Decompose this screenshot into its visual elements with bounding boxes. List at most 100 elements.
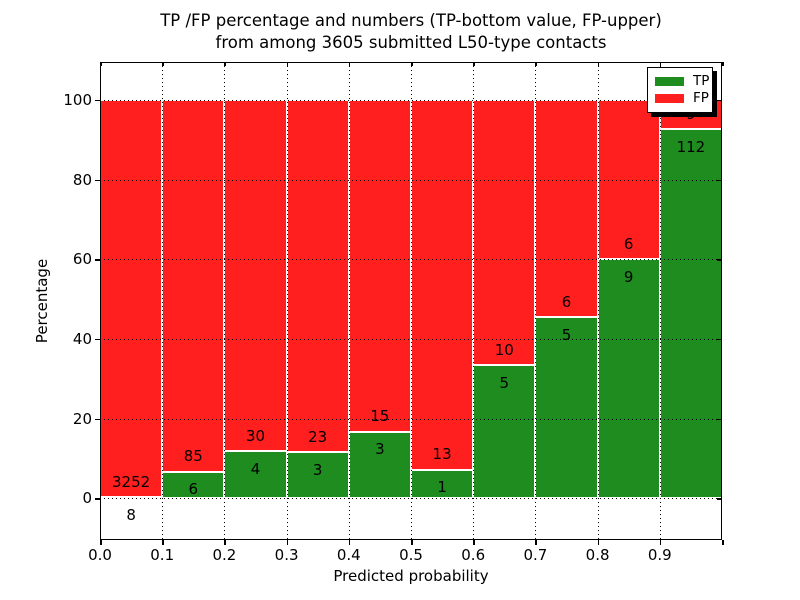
x-tick-label: 0.7: [523, 546, 548, 564]
y-tick-mark-right: [716, 498, 721, 500]
legend-label-fp: FP: [693, 90, 709, 106]
bar-segment-tp: [224, 451, 287, 499]
y-tick-mark-right: [716, 179, 721, 181]
chart-title: TP /FP percentage and numbers (TP-bottom…: [100, 10, 722, 54]
gridline-horizontal: [100, 338, 722, 340]
tp-legend-swatch-icon: [655, 77, 684, 86]
x-tick-label: 0.9: [647, 546, 672, 564]
bar-count-label-tp: 8: [126, 505, 136, 524]
bar-segment-fp: [597, 99, 660, 260]
bar-segment-tp: [659, 129, 722, 499]
y-tick-mark-right: [716, 259, 721, 261]
bar-segment-fp: [286, 99, 349, 453]
y-tick-label: 60: [72, 250, 92, 269]
bar-count-label-tp: 9: [623, 267, 634, 286]
legend-row-tp: TP: [655, 73, 709, 90]
gridline-vertical: [597, 62, 599, 540]
gridline-vertical: [348, 62, 350, 540]
bar-count-label-fp: 30: [245, 426, 266, 445]
bar-count-label-fp: 23: [308, 427, 328, 446]
y-tick-mark-right: [716, 338, 721, 341]
x-tick-label: 0.1: [150, 546, 175, 564]
bar-segment-fp: [535, 99, 598, 318]
x-tick-mark-top: [100, 62, 102, 66]
bar-segment-fp: [473, 99, 536, 366]
bar-segment-tp: [286, 452, 349, 499]
y-tick-mark: [95, 259, 100, 261]
bar-segment-fp: [348, 99, 411, 432]
y-tick-mark-right: [716, 418, 721, 420]
x-tick-mark-top: [722, 62, 724, 66]
x-tick-mark-top: [473, 62, 475, 66]
gridline-horizontal: [100, 259, 722, 261]
bar-count-label-fp: 15: [370, 407, 390, 426]
y-tick-label: 80: [72, 170, 92, 189]
x-tick-label: 0.4: [336, 546, 361, 564]
bar-segment-tp: [535, 317, 598, 499]
x-tick-mark: [224, 540, 226, 545]
x-tick-mark: [162, 540, 164, 545]
x-tick-mark: [100, 540, 102, 545]
y-tick-mark: [95, 338, 100, 341]
bar-segment-fp: [162, 99, 225, 472]
x-tick-label: 0.8: [585, 546, 610, 564]
bar-count-label-tp: 1: [437, 478, 447, 497]
gridline-horizontal: [100, 179, 722, 181]
gridline-vertical: [535, 62, 537, 540]
y-tick-label: 40: [72, 329, 92, 348]
gridline-vertical: [411, 62, 412, 540]
gridline-vertical: [286, 62, 288, 540]
bar-segment-tp: [473, 365, 536, 499]
x-tick-mark-top: [411, 62, 413, 66]
bar-count-label-tp: 3: [375, 440, 385, 459]
gridline-vertical: [659, 62, 661, 540]
x-tick-mark-top: [659, 62, 662, 66]
x-tick-mark: [597, 540, 600, 545]
bar-segment-tp: [411, 469, 474, 499]
x-tick-mark-top: [224, 62, 226, 66]
x-tick-mark-top: [286, 62, 289, 66]
bar-count-label-fp: 85: [183, 447, 203, 466]
legend: TP FP: [647, 67, 713, 113]
bar-count-label-tp: 5: [561, 325, 572, 344]
bar-segment-fp: [100, 99, 163, 498]
bar-count-label-fp: 9: [686, 104, 696, 123]
bar-count-label-tp: 6: [188, 480, 199, 499]
chart-title-line1: TP /FP percentage and numbers (TP-bottom…: [160, 11, 662, 30]
y-tick-mark: [95, 498, 100, 500]
bar-count-label-tp: 112: [676, 138, 706, 156]
bar-count-label-tp: 5: [499, 373, 510, 392]
bar-count-label-fp: 6: [623, 234, 634, 253]
gridline-horizontal: [100, 99, 722, 101]
bar-count-label-fp: 6: [561, 292, 572, 311]
y-tick-label: 100: [63, 90, 92, 109]
y-tick-mark: [95, 418, 100, 420]
bar-segment-tp: [162, 471, 225, 499]
chart-title-line2: from among 3605 submitted L50-type conta…: [215, 33, 607, 52]
x-tick-label: 0.3: [274, 546, 299, 564]
y-axis-label: Percentage: [33, 258, 51, 344]
x-tick-mark-top: [535, 62, 537, 66]
y-tick-label: 0: [82, 489, 92, 508]
legend-row-fp: FP: [655, 90, 709, 107]
x-tick-mark: [286, 540, 289, 545]
y-tick-mark-right: [716, 99, 721, 102]
bar-segment-tp: [348, 431, 411, 499]
bar-count-label-fp: 10: [494, 340, 514, 359]
bar-segment-tp: [597, 259, 660, 499]
x-tick-mark-top: [597, 62, 600, 66]
x-tick-mark: [722, 540, 724, 545]
x-tick-label: 0.5: [399, 546, 423, 564]
bar-count-label-tp: 3: [312, 460, 323, 479]
x-tick-mark: [348, 540, 351, 545]
y-tick-mark: [95, 179, 100, 181]
y-tick-label: 20: [72, 409, 92, 428]
x-tick-mark: [473, 540, 475, 545]
gridline-vertical: [162, 62, 164, 540]
x-tick-label: 0.0: [88, 546, 112, 564]
gridline-vertical: [224, 62, 226, 540]
x-tick-mark: [535, 540, 537, 545]
x-tick-mark: [411, 540, 413, 545]
gridline-horizontal: [100, 418, 722, 420]
bar-count-label-tp: 4: [250, 459, 261, 478]
